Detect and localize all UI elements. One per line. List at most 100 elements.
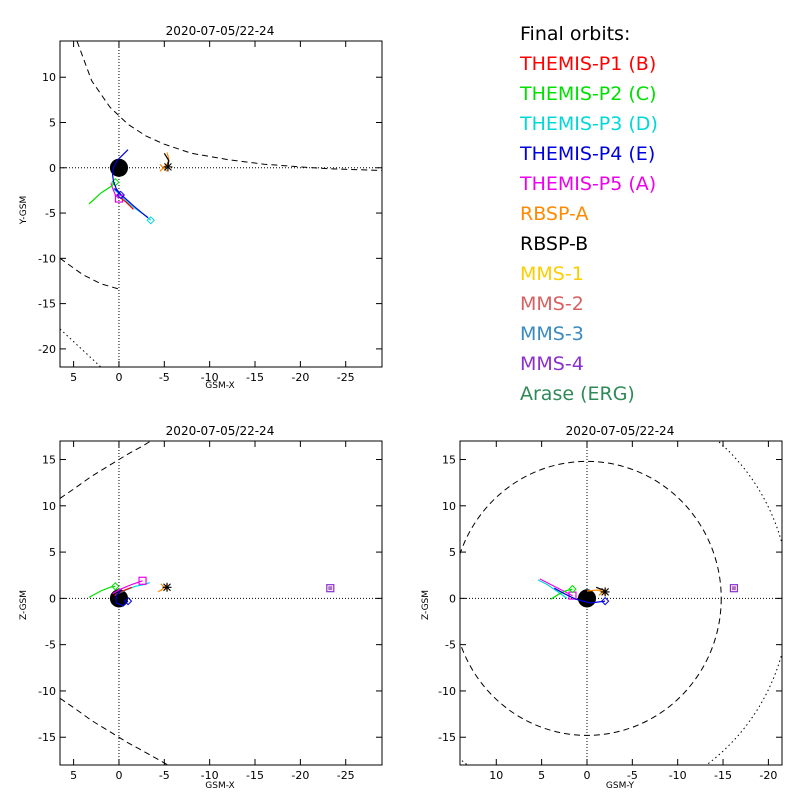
y-tick-label: 10 [442, 500, 456, 513]
orbit-themis-p4 [115, 589, 129, 607]
y-tick-label: -15 [438, 731, 456, 744]
y-tick-label: 0 [49, 162, 56, 175]
panel-yz-title: 2020-07-05/22-24 [566, 424, 675, 438]
orbit-themis-p5 [112, 580, 143, 595]
y-tick-label: 5 [49, 117, 56, 130]
plot-area [60, 441, 382, 765]
y-tick-label: -15 [38, 298, 56, 311]
legend-item: THEMIS-P5 (A) [519, 173, 656, 195]
marker-mms-4-fill [328, 586, 333, 591]
x-tick-label: -5 [159, 371, 170, 384]
panel-xy: 2020-07-05/22-24 GSM-X Y-GSM 5 0 -5 -10 -15 -… [19, 20, 383, 391]
panel-yz-xlabel: GSM-Y [606, 781, 635, 791]
x-tick-label: -15 [246, 371, 264, 384]
x-tick-label: -15 [714, 769, 732, 782]
x-tick-label: -5 [627, 769, 638, 782]
y-tick-label: -5 [445, 639, 456, 652]
bow-shock-south [60, 257, 120, 290]
legend-item: THEMIS-P1 (B) [519, 53, 656, 75]
plot-area [60, 20, 382, 367]
legend-item: THEMIS-P4 (E) [519, 143, 655, 165]
legend-header: Final orbits: [520, 23, 630, 45]
panel-xz: 2020-07-05/22-24 GSM-X Z-GSM 5 0 -5 -10 -15 -… [19, 424, 383, 791]
bow-shock [76, 41, 382, 171]
x-tick-label: -20 [291, 371, 309, 384]
y-tick-label: 15 [42, 454, 56, 467]
y-tick-label: -15 [38, 731, 56, 744]
outer-boundary [60, 328, 102, 367]
y-tick-label: 10 [42, 500, 56, 513]
x-tick-label: 5 [538, 769, 545, 782]
legend-item: MMS-3 [520, 323, 584, 345]
y-tick-label: 15 [442, 454, 456, 467]
legend-item: RBSP-A [520, 203, 588, 225]
legend-item: MMS-2 [520, 293, 584, 315]
marker-mms-4 [326, 584, 335, 593]
legend-item: MMS-4 [520, 353, 584, 375]
marker-rbsp-b [162, 582, 172, 592]
panel-xz-title: 2020-07-05/22-24 [166, 424, 275, 438]
plot-area [460, 441, 782, 765]
y-tick-label: -20 [38, 343, 56, 356]
legend: Final orbits: THEMIS-P1 (B) THEMIS-P2 (C)… [519, 23, 658, 405]
x-tick-label: -15 [246, 769, 264, 782]
legend-item: MMS-1 [520, 263, 584, 285]
marker-themis-p2 [111, 582, 120, 591]
marker-mms-4-fill [731, 586, 736, 591]
orbit-themis-p5 [110, 182, 120, 200]
x-tick-label: -25 [337, 371, 355, 384]
orbit-themis-p2 [88, 181, 116, 205]
marker-themis-p5 [138, 576, 147, 585]
x-tick-label: -25 [337, 769, 355, 782]
y-tick-label: 0 [49, 592, 56, 605]
orbit-themis-p3 [537, 579, 568, 599]
x-tick-label: -20 [759, 769, 777, 782]
plot-frame [59, 440, 383, 766]
x-tick-label: 5 [70, 769, 77, 782]
panel-xy-xlabel: GSM-X [205, 381, 234, 391]
legend-item: RBSP-B [520, 233, 588, 255]
orbit-themis-p4 [111, 149, 129, 196]
marker-mms-4 [729, 584, 739, 593]
plot-frame [59, 40, 383, 368]
x-tick-label: 0 [115, 769, 122, 782]
y-tick-label: 5 [49, 546, 56, 559]
x-tick-label: -10 [201, 769, 219, 782]
y-tick-label: 5 [449, 546, 456, 559]
plot-frame [459, 440, 783, 766]
bow-shock-north [60, 441, 151, 499]
marker-themis-p4 [116, 190, 125, 200]
x-tick-label: -10 [201, 371, 219, 384]
y-tick-label: -5 [45, 207, 56, 220]
marker-rbsp-b [163, 162, 173, 172]
panel-xz-xlabel: GSM-X [205, 781, 234, 791]
orbit-themis-p4 [554, 587, 606, 604]
x-tick-label: -10 [669, 769, 687, 782]
marker-themis-p3 [146, 216, 155, 225]
x-tick-label: 0 [583, 769, 590, 782]
y-tick-label: 0 [449, 592, 456, 605]
orbit-themis-p1 [118, 196, 134, 210]
legend-item: Arase (ERG) [520, 383, 635, 405]
legend-item: THEMIS-P2 (C) [519, 83, 657, 105]
panel-xz-ylabel: Z-GSM [19, 590, 29, 620]
marker-themis-p4 [600, 596, 610, 606]
x-tick-label: 5 [70, 371, 77, 384]
x-tick-label: 10 [489, 769, 503, 782]
orbit-rbsp-a [586, 589, 603, 593]
marker-themis-p4 [123, 596, 133, 606]
earth [109, 589, 129, 608]
orbit-themis-p5 [539, 578, 573, 597]
bow-shock-south [60, 697, 169, 765]
y-tick-label: -5 [45, 639, 56, 652]
marker-mms-4-fill [328, 20, 332, 24]
y-tick-label: -10 [38, 685, 56, 698]
x-tick-label: -20 [291, 769, 309, 782]
panel-yz-ylabel: Z-GSM [421, 590, 431, 620]
x-tick-label: -5 [159, 769, 170, 782]
marker-rbsp-b [600, 587, 610, 597]
legend-item: THEMIS-P3 (D) [519, 113, 658, 135]
y-tick-label: -10 [38, 252, 56, 265]
earth [577, 589, 597, 608]
